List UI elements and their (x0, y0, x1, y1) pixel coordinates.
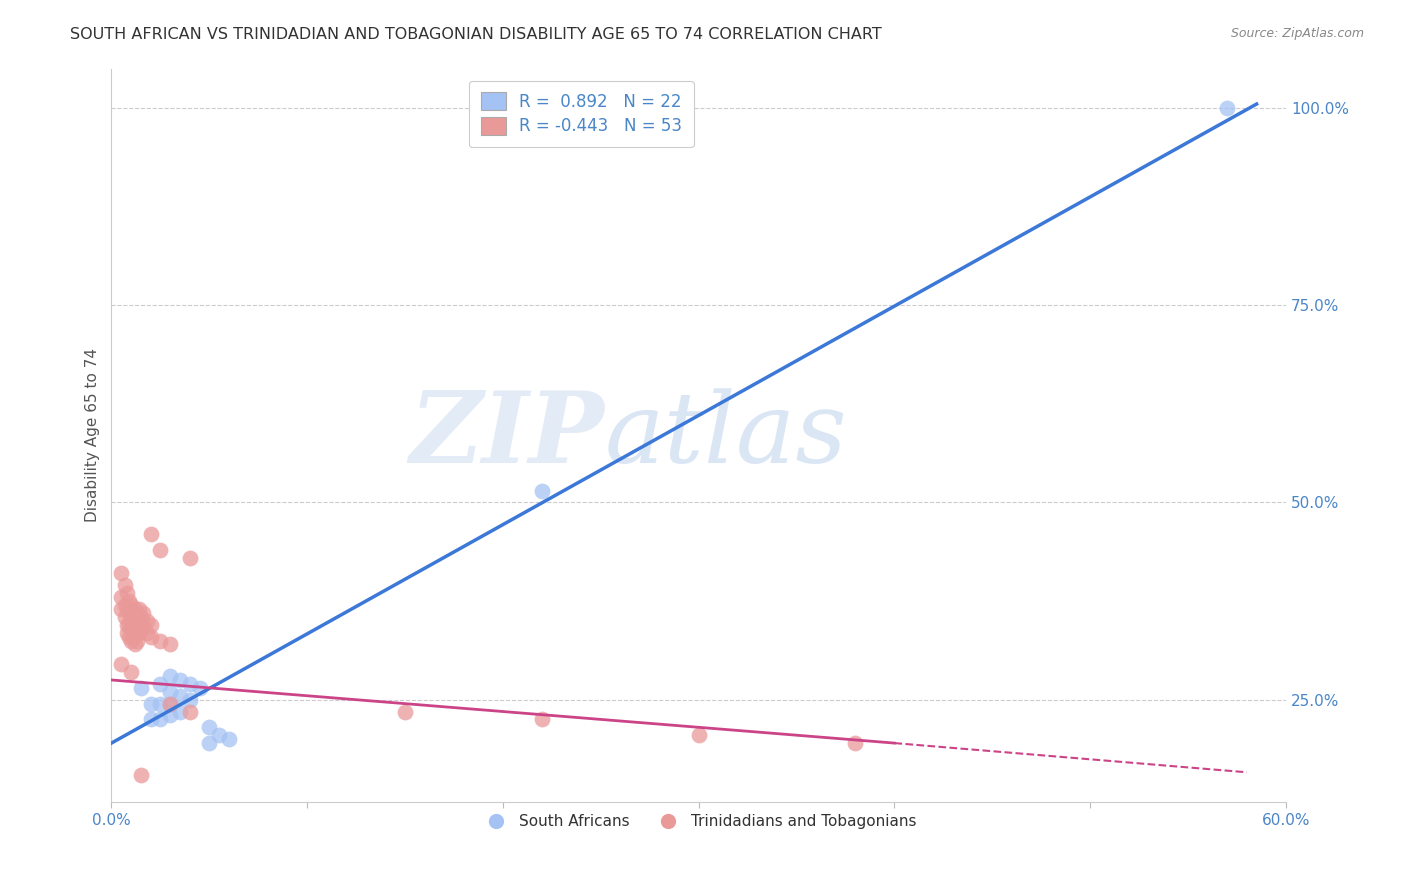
Point (125, 633, 148, 648)
Point (139, 697, 162, 711)
Point (115, 602, 138, 616)
Point (120, 633, 142, 648)
Point (149, 542, 172, 557)
Point (179, 550, 201, 565)
Text: SOUTH AFRICAN VS TRINIDADIAN AND TOBAGONIAN DISABILITY AGE 65 TO 74 CORRELATION : SOUTH AFRICAN VS TRINIDADIAN AND TOBAGON… (70, 27, 882, 42)
Text: atlas: atlas (605, 388, 848, 483)
Point (1216, 101, 1239, 115)
Point (135, 614, 157, 628)
Point (114, 610, 136, 624)
Point (129, 622, 152, 636)
Point (128, 625, 150, 640)
Point (531, 483, 554, 498)
Text: Source: ZipAtlas.com: Source: ZipAtlas.com (1230, 27, 1364, 40)
Point (132, 606, 155, 620)
Point (110, 566, 132, 581)
Point (118, 594, 141, 608)
Point (114, 598, 136, 612)
Point (118, 630, 141, 644)
Y-axis label: Disability Age 65 to 74: Disability Age 65 to 74 (86, 349, 100, 523)
Point (179, 677, 201, 691)
Text: ZIP: ZIP (409, 387, 605, 483)
Point (149, 697, 172, 711)
Point (159, 708, 181, 723)
Point (139, 527, 162, 541)
Point (118, 617, 141, 632)
Point (122, 617, 145, 632)
Point (169, 705, 191, 719)
Point (159, 697, 181, 711)
Point (531, 713, 554, 727)
Point (159, 685, 181, 699)
Point (139, 617, 162, 632)
Point (159, 697, 181, 711)
Point (149, 677, 172, 691)
Point (844, 736, 866, 750)
Point (129, 681, 152, 695)
Point (110, 657, 132, 672)
Point (122, 630, 145, 644)
Point (198, 736, 221, 750)
Point (125, 622, 148, 636)
Point (179, 705, 201, 719)
Point (688, 728, 710, 742)
Point (124, 614, 146, 628)
Point (120, 665, 142, 679)
Point (149, 633, 172, 648)
Point (132, 617, 155, 632)
Point (118, 606, 141, 620)
Point (159, 637, 181, 651)
Point (208, 728, 231, 742)
Point (179, 692, 201, 706)
Point (120, 598, 142, 612)
Point (169, 689, 191, 703)
Point (218, 732, 240, 747)
Point (139, 713, 162, 727)
Point (124, 637, 146, 651)
Point (129, 610, 152, 624)
Point (124, 602, 146, 616)
Point (159, 669, 181, 683)
Point (115, 617, 138, 632)
Point (149, 713, 172, 727)
Point (110, 602, 132, 616)
Point (129, 767, 152, 781)
Point (124, 625, 146, 640)
Point (115, 586, 138, 600)
Point (120, 610, 142, 624)
Point (115, 625, 138, 640)
Point (188, 681, 211, 695)
Point (122, 606, 145, 620)
Legend: South Africans, Trinidadians and Tobagonians: South Africans, Trinidadians and Tobagon… (475, 808, 922, 835)
Point (114, 578, 136, 592)
Point (135, 625, 157, 640)
Point (125, 610, 148, 624)
Point (110, 590, 132, 604)
Point (128, 614, 150, 628)
Point (128, 602, 150, 616)
Point (394, 705, 416, 719)
Point (169, 673, 191, 687)
Point (198, 720, 221, 734)
Point (139, 630, 162, 644)
Point (120, 622, 142, 636)
